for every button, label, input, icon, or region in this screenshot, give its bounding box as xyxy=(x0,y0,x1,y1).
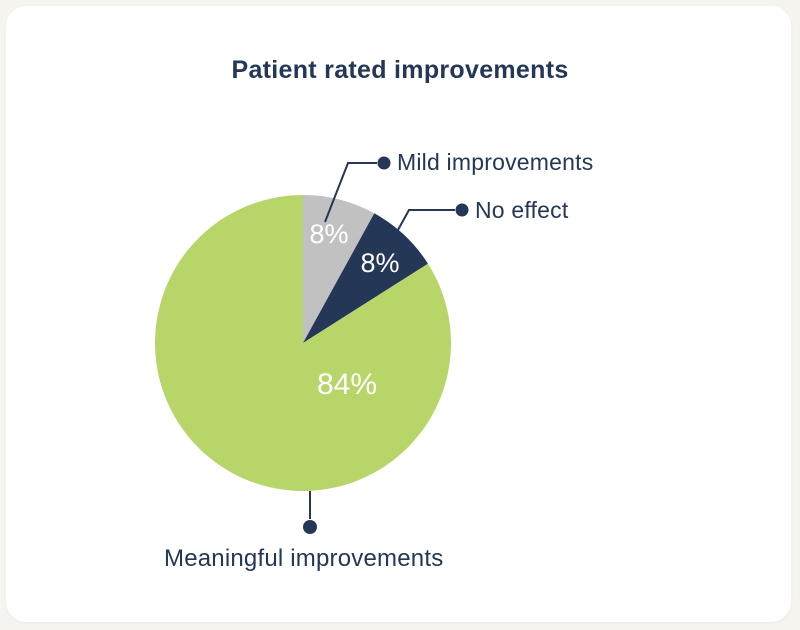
callout-meaningful-improvements xyxy=(303,491,317,534)
callout-line-no-effect xyxy=(387,209,455,249)
pie-slice-meaningful-improvements xyxy=(154,195,451,492)
pie-slice-mild-improvements xyxy=(303,195,375,343)
pie-slice-no-effect xyxy=(303,213,428,343)
pct-label-no-effect: 8% xyxy=(360,248,399,278)
callout-dot-meaningful xyxy=(303,520,317,534)
chart-title: Patient rated improvements xyxy=(231,56,569,84)
callout-dot-no-effect xyxy=(455,203,469,217)
slice-label-mild-improvements: Mild improvements xyxy=(397,149,594,175)
slice-label-meaningful-improvements: Meaningful improvements xyxy=(164,545,444,572)
pct-label-mild-improvements: 8% xyxy=(309,219,348,249)
callout-mild-improvements xyxy=(324,156,391,223)
pct-label-meaningful-improvements: 84% xyxy=(317,368,377,401)
callout-dot-mild xyxy=(377,156,391,170)
callout-line-mild xyxy=(324,162,377,223)
callout-no-effect xyxy=(387,203,469,249)
slice-label-no-effect: No effect xyxy=(475,197,569,223)
